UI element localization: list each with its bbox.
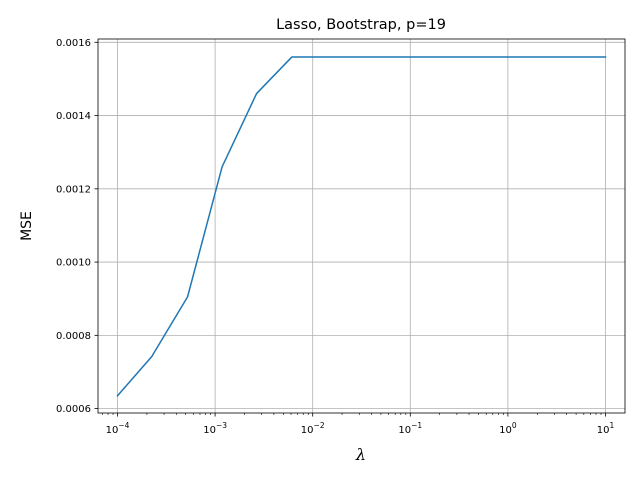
x-tick-label: 10−3 [203, 421, 227, 436]
plot-frame [97, 38, 626, 414]
plot-series [116, 56, 607, 397]
y-tick-label: 0.0008 [56, 331, 91, 342]
y-tick-label: 0.0014 [56, 111, 91, 122]
x-axis-label: λ [355, 445, 366, 464]
x-tick-label: 101 [597, 421, 615, 436]
y-axis: 0.0006 0.0008 0.0010 0.0012 0.0014 0.0016 [56, 38, 98, 415]
x-tick-label: 10−1 [398, 421, 422, 436]
x-tick-label: 10−4 [106, 421, 130, 436]
series-line [116, 56, 607, 397]
y-axis-label: MSE [19, 211, 35, 241]
y-tick-label: 0.0010 [56, 258, 91, 269]
y-tick-label: 0.0012 [56, 184, 91, 195]
x-axis: 10−4 10−3 10−2 10−1 100 101 [102, 413, 614, 436]
x-tick-label: 100 [499, 421, 517, 436]
grid [98, 39, 625, 413]
x-tick-label: 10−2 [301, 421, 325, 436]
chart-title: Lasso, Bootstrap, p=19 [276, 17, 446, 33]
y-tick-label: 0.0006 [56, 404, 91, 415]
y-tick-label: 0.0016 [56, 38, 91, 49]
